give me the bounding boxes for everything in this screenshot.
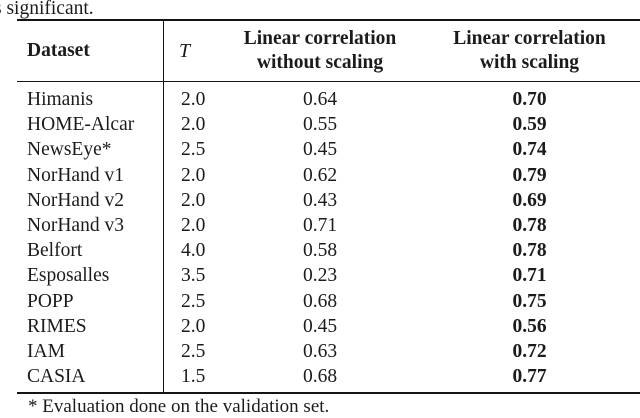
table-row: IAM 2.5 0.63 0.72 bbox=[17, 339, 640, 364]
cell-t-value: 2.0 bbox=[181, 114, 206, 136]
table-row: RIMES 2.0 0.45 0.56 bbox=[17, 314, 640, 339]
table-row: Belfort 4.0 0.58 0.78 bbox=[17, 238, 640, 263]
cell-correlation-with-scaling: 0.78 bbox=[512, 240, 547, 262]
table-row: NorHand v1 2.0 0.62 0.79 bbox=[17, 163, 640, 188]
cell-dataset: POPP bbox=[27, 290, 74, 312]
table-row: HOME-Alcar 2.0 0.55 0.59 bbox=[17, 112, 640, 137]
cell-dataset: NewsEye* bbox=[27, 139, 112, 161]
results-table: Dataset T Linear correlation without sca… bbox=[17, 19, 640, 395]
cell-dataset: CASIA bbox=[27, 366, 86, 388]
cell-t-value: 2.0 bbox=[181, 164, 206, 186]
cell-correlation-with-scaling: 0.72 bbox=[512, 340, 547, 362]
cell-dataset: NorHand v2 bbox=[27, 189, 124, 211]
header-dataset: Dataset bbox=[27, 40, 90, 61]
cell-t-value: 2.0 bbox=[181, 214, 206, 236]
header-line: Linear correlation bbox=[243, 28, 397, 49]
cell-correlation-without-scaling: 0.45 bbox=[302, 139, 338, 161]
cell-dataset: Belfort bbox=[27, 240, 83, 262]
cell-correlation-with-scaling: 0.56 bbox=[512, 315, 547, 337]
cell-correlation-with-scaling: 0.69 bbox=[512, 189, 547, 211]
cell-correlation-without-scaling: 0.45 bbox=[302, 315, 338, 337]
cell-t-value: 3.5 bbox=[181, 265, 206, 287]
cell-correlation-without-scaling: 0.23 bbox=[302, 265, 338, 287]
cell-t-value: 2.5 bbox=[181, 340, 206, 362]
cell-correlation-with-scaling: 0.74 bbox=[512, 139, 547, 161]
table-footnote: * Evaluation done on the validation set. bbox=[28, 396, 330, 417]
table-row: NewsEye* 2.5 0.45 0.74 bbox=[17, 137, 640, 162]
table-row: Himanis 2.0 0.64 0.70 bbox=[17, 87, 640, 112]
table-body: Himanis 2.0 0.64 0.70 HOME-Alcar 2.0 0.55 0.59 N… bbox=[17, 82, 640, 392]
cell-correlation-with-scaling: 0.75 bbox=[512, 290, 547, 312]
cell-t-value: 2.5 bbox=[181, 139, 206, 161]
cell-dataset: Himanis bbox=[27, 89, 94, 110]
table-row: Esposalles 3.5 0.23 0.71 bbox=[17, 263, 640, 288]
cell-dataset: RIMES bbox=[27, 315, 87, 337]
cell-correlation-without-scaling: 0.55 bbox=[302, 114, 338, 136]
table-header-row: Dataset T Linear correlation without sca… bbox=[17, 21, 640, 82]
cell-correlation-without-scaling: 0.64 bbox=[302, 89, 338, 110]
cell-correlation-with-scaling: 0.59 bbox=[512, 114, 547, 136]
column-divider-rule bbox=[163, 21, 165, 393]
cell-correlation-without-scaling: 0.68 bbox=[302, 290, 338, 312]
cell-dataset: NorHand v3 bbox=[27, 214, 124, 236]
cell-t-value: 2.0 bbox=[181, 89, 206, 110]
cell-correlation-without-scaling: 0.62 bbox=[302, 164, 338, 186]
table-row: CASIA 1.5 0.68 0.77 bbox=[17, 364, 640, 389]
cell-correlation-without-scaling: 0.63 bbox=[302, 340, 338, 362]
cell-t-value: 2.0 bbox=[181, 315, 206, 337]
header-correlation-without-scaling: Linear correlation without scaling bbox=[221, 27, 419, 75]
header-line: without scaling bbox=[256, 52, 384, 73]
header-line: with scaling bbox=[479, 52, 580, 73]
cell-correlation-with-scaling: 0.71 bbox=[512, 265, 547, 287]
cell-correlation-with-scaling: 0.70 bbox=[512, 89, 547, 110]
cell-dataset: IAM bbox=[27, 340, 65, 362]
cell-t-value: 4.0 bbox=[181, 240, 206, 262]
cell-dataset: HOME-Alcar bbox=[27, 114, 135, 136]
cell-t-value: 2.0 bbox=[181, 189, 206, 211]
header-t-symbol: T bbox=[179, 39, 191, 62]
header-line: Linear correlation bbox=[453, 28, 606, 49]
cell-dataset: Esposalles bbox=[27, 265, 110, 287]
table-row: POPP 2.5 0.68 0.75 bbox=[17, 289, 640, 314]
table-row: NorHand v3 2.0 0.71 0.78 bbox=[17, 213, 640, 238]
caption-text-fragment: s significant. bbox=[0, 0, 94, 19]
table-row: NorHand v2 2.0 0.43 0.69 bbox=[17, 188, 640, 213]
header-correlation-with-scaling: Linear correlation with scaling bbox=[419, 27, 640, 75]
cell-correlation-without-scaling: 0.68 bbox=[302, 366, 338, 388]
cell-correlation-with-scaling: 0.78 bbox=[512, 214, 547, 236]
cell-correlation-without-scaling: 0.58 bbox=[302, 240, 338, 262]
cell-dataset: NorHand v1 bbox=[27, 164, 124, 186]
cell-correlation-with-scaling: 0.77 bbox=[512, 366, 547, 388]
cell-correlation-without-scaling: 0.43 bbox=[302, 189, 338, 211]
cell-t-value: 2.5 bbox=[181, 290, 206, 312]
cell-correlation-with-scaling: 0.79 bbox=[512, 164, 547, 186]
cell-t-value: 1.5 bbox=[181, 366, 206, 388]
cell-correlation-without-scaling: 0.71 bbox=[302, 214, 338, 236]
